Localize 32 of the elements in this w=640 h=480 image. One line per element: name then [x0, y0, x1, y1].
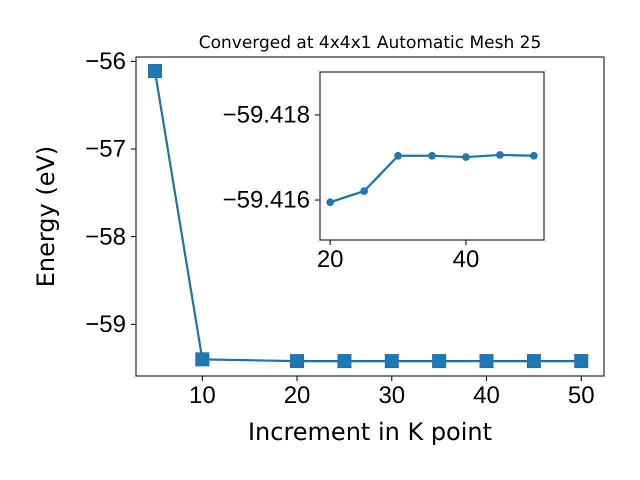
point	[394, 152, 402, 160]
y-tick-label: −56	[85, 48, 126, 76]
point	[432, 354, 446, 368]
x-tick-label: 40	[473, 382, 500, 410]
y-tick-label: −58	[85, 223, 126, 250]
point	[360, 187, 368, 195]
x-tick-label: 30	[378, 382, 406, 410]
y-tick-label: −59.416	[222, 186, 310, 214]
x-axis-title: Increment in K point	[248, 418, 492, 446]
point	[480, 354, 494, 368]
point	[290, 354, 304, 368]
x-tick-label: 10	[188, 382, 216, 410]
point	[530, 152, 538, 160]
point	[148, 64, 162, 78]
point	[428, 152, 436, 160]
y-axis-title: Energy (eV)	[32, 146, 60, 288]
point	[195, 352, 210, 366]
x-tick-label: 20	[316, 246, 344, 274]
x-tick-label: 50	[568, 382, 595, 410]
point	[326, 198, 334, 206]
y-tick-label: −57	[85, 136, 126, 163]
point	[384, 354, 399, 368]
x-tick-label: 40	[452, 246, 480, 274]
point	[337, 354, 352, 368]
x-tick-label: 20	[284, 382, 310, 410]
point	[462, 153, 470, 161]
point	[574, 354, 588, 368]
point	[496, 151, 504, 159]
y-tick-label: −59	[85, 310, 126, 338]
y-tick-label: −59.418	[222, 102, 310, 129]
point	[526, 354, 541, 368]
chart-title: Converged at 4x4x1 Automatic Mesh 25	[198, 33, 542, 53]
